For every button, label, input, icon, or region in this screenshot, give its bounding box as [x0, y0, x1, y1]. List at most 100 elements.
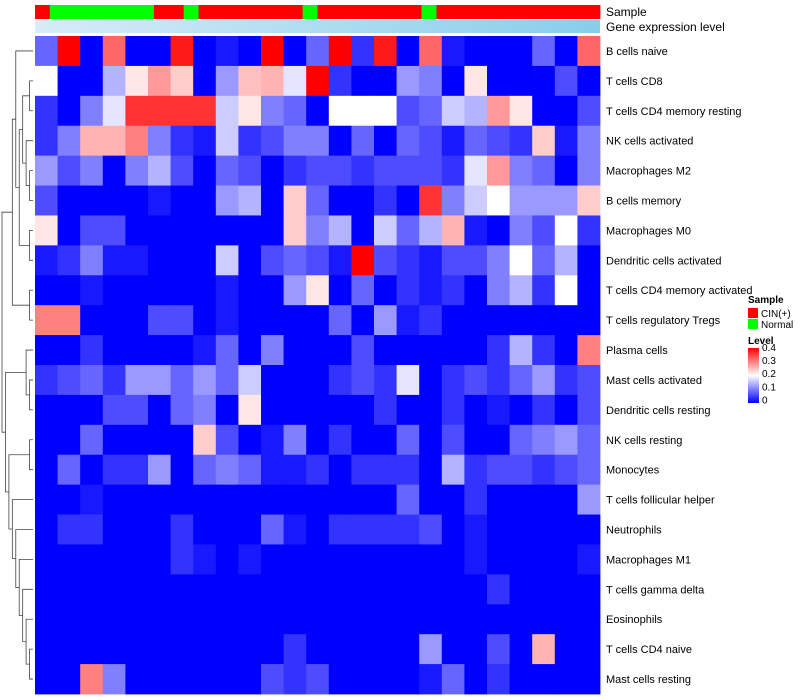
heatmap-cell	[57, 394, 81, 426]
heatmap-cell	[487, 394, 510, 426]
heatmap-cell	[554, 245, 578, 276]
heatmap-cell	[351, 424, 375, 456]
heatmap-cell	[396, 275, 420, 306]
heatmap-cell	[532, 574, 556, 605]
heatmap-cell	[374, 245, 397, 276]
heatmap-cell	[464, 484, 488, 515]
heatmap-cell	[396, 185, 420, 216]
legend-level-tick: 0.3	[762, 356, 776, 367]
heatmap-cell	[148, 185, 171, 216]
row-label: Eosinophils	[606, 614, 663, 626]
heatmap-cell	[215, 454, 239, 486]
heatmap-cell	[35, 215, 58, 246]
heatmap-cell	[554, 95, 578, 127]
heatmap-cell	[170, 36, 194, 67]
heatmap-cell	[125, 544, 149, 575]
gene-expression-annotation-bar	[35, 20, 600, 33]
row-label: NK cells resting	[606, 435, 682, 447]
heatmap-cell	[125, 245, 149, 276]
heatmap-cell	[306, 65, 330, 97]
heatmap-cell	[396, 365, 420, 396]
heatmap-cell	[464, 125, 488, 157]
row-label: Macrophages M0	[606, 225, 691, 237]
heatmap-cell	[351, 245, 375, 276]
heatmap-cell	[554, 215, 578, 246]
heatmap-cell	[57, 454, 81, 486]
dendrogram-branch	[29, 170, 33, 201]
heatmap-cell	[464, 514, 488, 545]
heatmap-cell	[351, 185, 375, 216]
sample-annotation-cell	[64, 5, 81, 19]
heatmap-cell	[441, 65, 465, 97]
heatmap-cell	[80, 335, 104, 366]
heatmap-cell	[487, 544, 510, 575]
heatmap-cell	[35, 394, 58, 426]
heatmap-cell	[441, 394, 465, 426]
heatmap-cell	[35, 454, 58, 486]
heatmap-cell	[532, 155, 556, 186]
heatmap-cell	[328, 36, 352, 67]
heatmap-cell	[396, 155, 420, 186]
heatmap-cell	[261, 335, 284, 366]
row-label: T cells regulatory Tregs	[606, 315, 721, 327]
heatmap-cell	[532, 514, 556, 545]
heatmap-cell	[215, 544, 239, 575]
sample-annotation-cell	[347, 5, 363, 19]
heatmap-cell	[487, 36, 510, 67]
heatmap-cell	[577, 275, 601, 306]
heatmap-cell	[193, 95, 217, 127]
heatmap-cell	[419, 155, 443, 186]
heatmap-cell	[125, 574, 149, 605]
heatmap-cell	[215, 245, 239, 276]
heatmap-cell	[283, 634, 307, 665]
heatmap-cell	[283, 305, 307, 336]
dendrogram-branch	[1, 211, 13, 433]
heatmap-cell	[283, 394, 307, 426]
heatmap-cell	[509, 305, 533, 336]
heatmap-cell	[102, 394, 126, 426]
row-label: Mast cells activated	[606, 375, 702, 387]
heatmap-cell	[487, 215, 510, 246]
sample-annotation-cell	[168, 5, 185, 19]
heatmap-cell	[261, 634, 284, 665]
heatmap-cell	[57, 36, 81, 67]
heatmap-cell	[577, 335, 601, 366]
heatmap-cell	[328, 664, 352, 695]
heatmap-cell	[509, 335, 533, 366]
heatmap-cell	[532, 65, 556, 97]
row-label: Neutrophils	[606, 525, 662, 537]
heatmap-cell	[215, 125, 239, 157]
sample-annotation-cell	[317, 5, 333, 19]
sample-annotation-cell	[391, 5, 408, 19]
sample-annotation-bar	[35, 5, 601, 19]
heatmap-cell	[328, 245, 352, 276]
heatmap-cell	[283, 335, 307, 366]
heatmap-cell	[57, 215, 81, 246]
sample-annotation-cell	[451, 5, 467, 19]
heatmap-cell	[396, 604, 420, 635]
heatmap-cell	[396, 394, 420, 426]
heatmap-cell	[283, 125, 307, 157]
heatmap-cell	[57, 305, 81, 336]
sample-annotation-cell	[272, 5, 289, 19]
heatmap-cell	[170, 394, 194, 426]
heatmap-cell	[396, 245, 420, 276]
sample-annotation-cell	[406, 5, 422, 19]
heatmap-cell	[464, 245, 488, 276]
heatmap-cell	[464, 365, 488, 396]
heatmap-cell	[238, 215, 262, 246]
heatmap-cell	[148, 305, 171, 336]
heatmap-cell	[35, 335, 58, 366]
heatmap-cell	[80, 394, 104, 426]
heatmap-cell	[328, 275, 352, 306]
heatmap-cell	[170, 454, 194, 486]
heatmap-cell	[419, 245, 443, 276]
heatmap-cell	[464, 634, 488, 665]
row-label: T cells CD4 naive	[606, 644, 692, 656]
heatmap-cell	[487, 365, 510, 396]
heatmap-cell	[125, 514, 149, 545]
heatmap-cell	[125, 65, 149, 97]
heatmap-cell	[464, 604, 488, 635]
heatmap-cell	[441, 454, 465, 486]
heatmap-cell	[35, 95, 58, 127]
